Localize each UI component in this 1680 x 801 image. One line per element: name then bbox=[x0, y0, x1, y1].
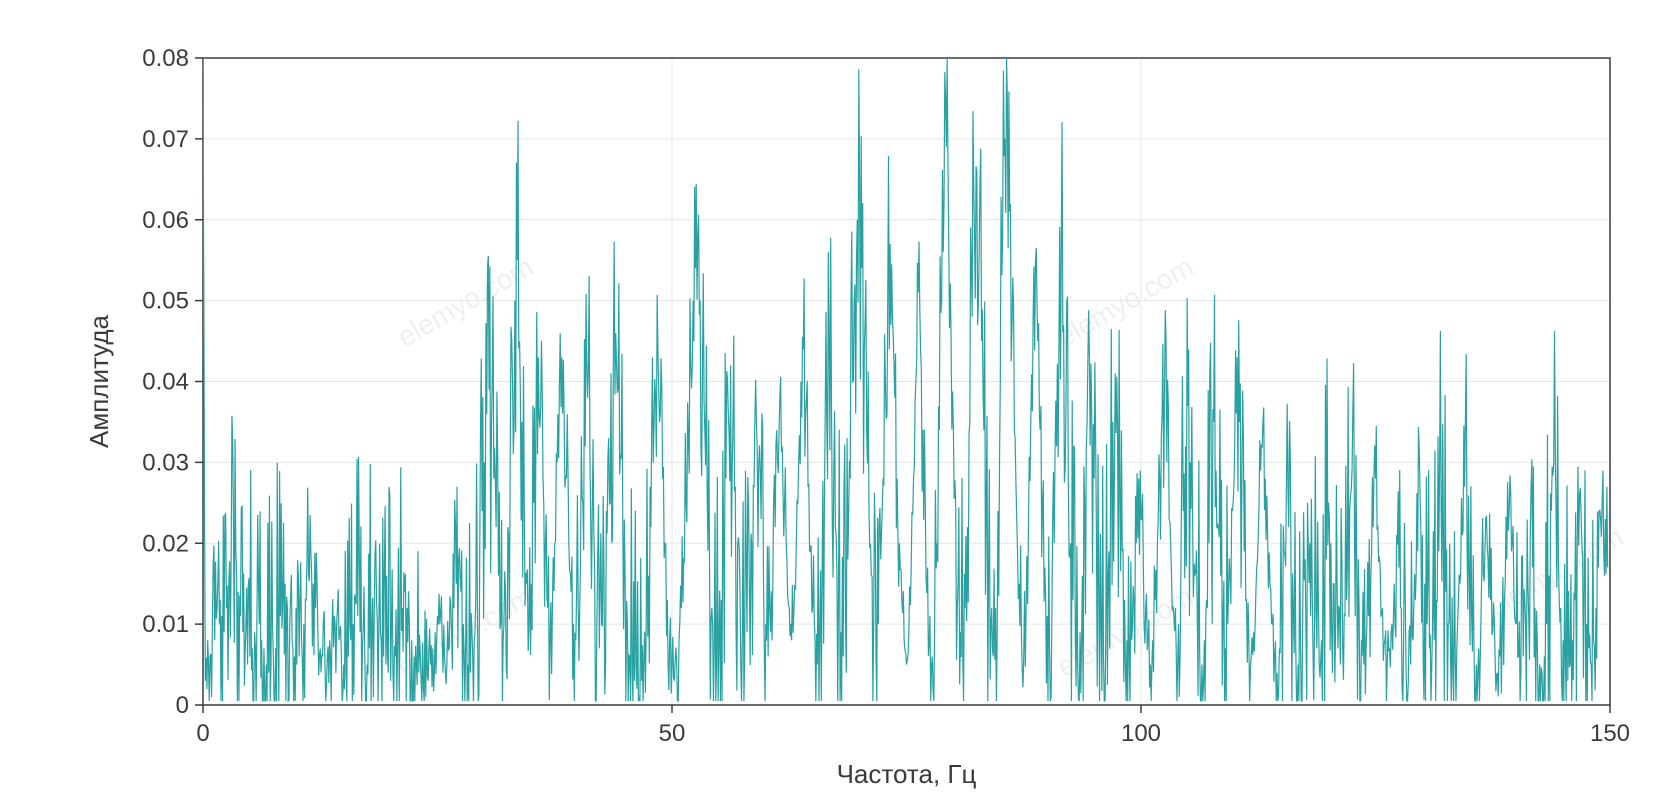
y-tick-label: 0.02 bbox=[142, 530, 189, 557]
x-tick-label: 150 bbox=[1590, 720, 1630, 747]
x-tick-label: 50 bbox=[659, 720, 686, 747]
y-axis-label: Амплитуда bbox=[84, 314, 114, 447]
x-tick-label: 100 bbox=[1121, 720, 1161, 747]
y-tick-label: 0.06 bbox=[142, 207, 189, 234]
y-tick-label: 0.08 bbox=[142, 45, 189, 72]
spectrum-chart: elemyo.comelemyo.comelemyo.comelemyo.com… bbox=[0, 0, 1680, 801]
y-tick-label: 0.03 bbox=[142, 449, 189, 476]
watermark: elemyo.com bbox=[1052, 251, 1198, 353]
y-tick-label: 0.04 bbox=[142, 369, 189, 396]
amplitude-line bbox=[203, 58, 1608, 701]
y-tick-label: 0.05 bbox=[142, 288, 189, 315]
y-tick-label: 0.07 bbox=[142, 126, 189, 153]
x-axis-label: Частота, Гц bbox=[837, 759, 977, 789]
y-tick-label: 0.01 bbox=[142, 611, 189, 638]
y-tick-label: 0 bbox=[176, 692, 189, 719]
x-tick-label: 0 bbox=[196, 720, 209, 747]
